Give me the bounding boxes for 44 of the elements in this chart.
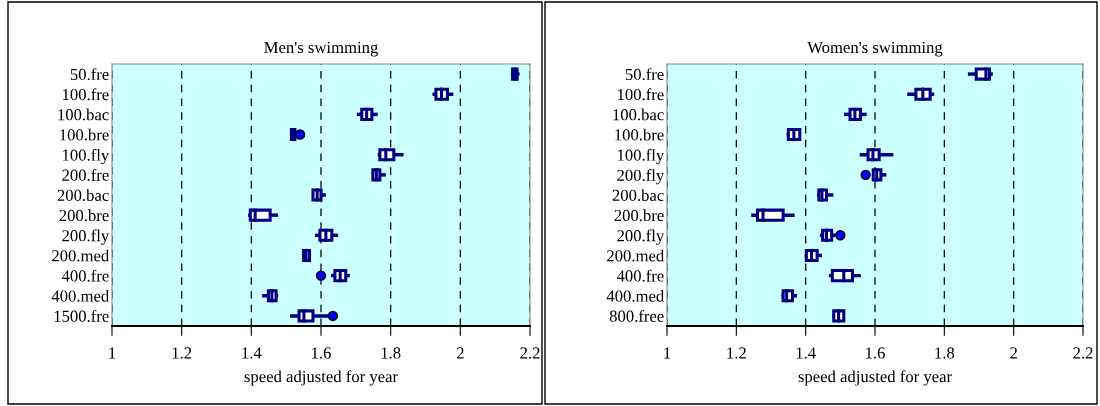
x-tick-label: 1.4: [242, 347, 262, 359]
y-tick-label: 400.fre: [61, 269, 109, 282]
chart-title: Women's swimming: [807, 41, 943, 57]
y-tick-label: 400.med: [606, 289, 665, 302]
y-tick-label: 50.fre: [625, 68, 664, 81]
y-tick-label: 100.bre: [60, 128, 109, 141]
y-tick-label: 200.fre: [62, 168, 109, 181]
x-axis-title: speed adjusted for year: [798, 370, 952, 386]
y-tick-label: 100.fly: [618, 148, 665, 165]
y-tick-label: 1500.fre: [54, 309, 109, 322]
x-axis-title: speed adjusted for year: [244, 370, 398, 386]
x-tick-label: 1: [109, 347, 116, 359]
y-tick-label: 200.fly: [62, 229, 110, 245]
y-tick-label: 100.bre: [615, 128, 664, 141]
x-tick-label: 1.8: [935, 347, 955, 359]
y-tick-label: 200.bre: [59, 209, 109, 222]
y-tick-label: 100.fre: [63, 88, 109, 101]
y-tick-label: 200.bac: [57, 189, 109, 202]
x-tick-label: 1: [664, 347, 671, 359]
chart-title: Men's swimming: [264, 41, 378, 57]
y-tick-label: 100.fre: [618, 88, 664, 101]
y-tick-label: 50.fre: [70, 68, 109, 81]
y-tick-label: 100.bac: [613, 108, 664, 121]
y-tick-label: 200.fly: [617, 229, 665, 245]
y-tick-label: 800.free: [609, 309, 664, 322]
x-tick-label: 2: [1010, 347, 1017, 359]
y-tick-label: 100.bac: [58, 108, 109, 121]
x-tick-label: 1.6: [312, 347, 331, 359]
x-tick-label: 1.6: [866, 347, 885, 359]
y-tick-label: 200.bac: [612, 189, 664, 202]
x-tick-label: 2.2: [1073, 347, 1093, 359]
y-tick-label: 400.fre: [616, 269, 664, 282]
y-tick-label: 200.bre: [614, 209, 664, 222]
x-tick-label: 1.8: [381, 347, 401, 359]
x-tick-label: 2.2: [520, 347, 540, 359]
y-tick-label: 200.med: [52, 249, 110, 262]
x-tick-label: 1.2: [727, 347, 746, 359]
x-tick-label: 1.4: [796, 347, 816, 359]
x-tick-label: 2: [456, 347, 464, 359]
y-tick-label: 200.fly: [617, 168, 665, 185]
x-tick-label: 1.2: [172, 347, 192, 359]
y-tick-label: 400.med: [51, 289, 110, 302]
y-tick-label: 200.med: [607, 249, 665, 262]
y-tick-label: 100.fly: [63, 148, 110, 165]
